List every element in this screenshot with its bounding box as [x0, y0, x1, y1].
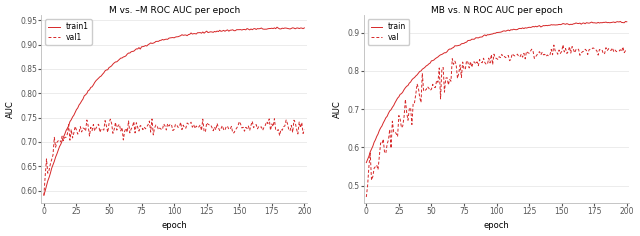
val [364, 184, 371, 187]
Legend: train1, val1: train1, val1 [45, 19, 92, 45]
train [601, 21, 609, 24]
train [503, 29, 511, 32]
val [386, 128, 394, 131]
train1 [42, 189, 49, 192]
val1 [135, 130, 143, 133]
val1 [40, 194, 48, 197]
val [602, 46, 610, 49]
val1 [63, 133, 71, 135]
val [623, 50, 630, 53]
val [458, 76, 465, 79]
train [472, 36, 479, 39]
train1 [273, 26, 281, 29]
val [559, 43, 567, 46]
Line: val1: val1 [44, 119, 305, 195]
train [623, 20, 630, 23]
val [503, 55, 511, 58]
val [472, 63, 479, 65]
train1 [280, 27, 287, 30]
Line: train: train [366, 21, 627, 163]
val1 [271, 117, 278, 120]
train1 [135, 46, 143, 49]
train [386, 110, 394, 112]
val1 [42, 175, 49, 177]
train [364, 158, 371, 161]
val1 [180, 127, 188, 130]
val1 [280, 125, 287, 128]
train1 [150, 42, 157, 45]
val1 [150, 134, 157, 136]
Y-axis label: AUC: AUC [333, 100, 342, 118]
train [458, 42, 465, 45]
X-axis label: epoch: epoch [161, 221, 187, 230]
Title: M vs. –M ROC AUC per epoch: M vs. –M ROC AUC per epoch [109, 6, 240, 15]
train1 [180, 34, 188, 37]
train [362, 161, 370, 164]
val1 [301, 128, 308, 131]
train1 [40, 194, 48, 197]
Line: train1: train1 [44, 27, 305, 195]
Title: MB vs. N ROC AUC per epoch: MB vs. N ROC AUC per epoch [431, 6, 563, 15]
X-axis label: epoch: epoch [484, 221, 509, 230]
Line: val: val [366, 45, 627, 197]
train [616, 20, 624, 23]
Legend: train, val: train, val [367, 19, 410, 45]
train1 [63, 127, 71, 130]
val [362, 196, 370, 198]
Y-axis label: AUC: AUC [6, 100, 15, 118]
train1 [301, 26, 308, 29]
